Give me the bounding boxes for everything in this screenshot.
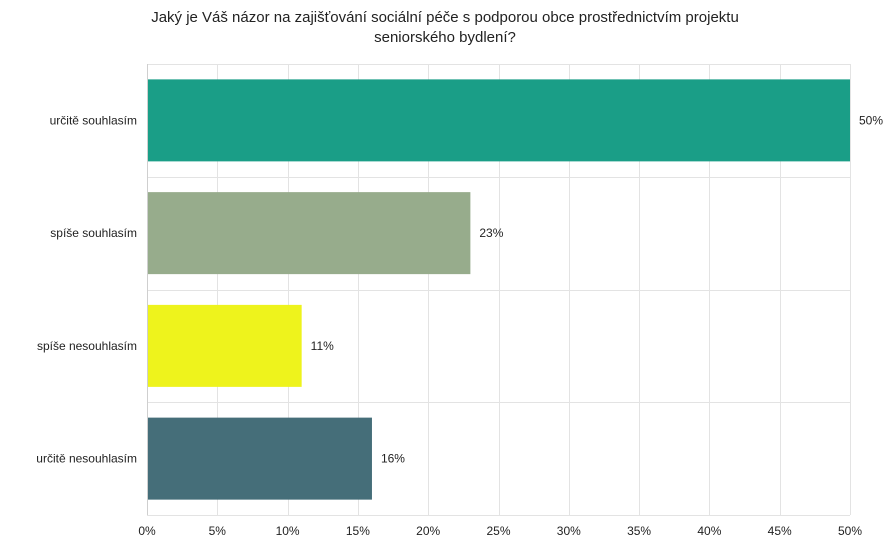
category-label: určitě nesouhlasím [36,452,137,466]
x-tick-label: 35% [627,524,651,538]
x-tick-label: 15% [346,524,370,538]
data-label: 50% [859,113,883,127]
x-tick-label: 50% [838,524,862,538]
bar-0 [147,79,850,162]
data-label: 16% [381,452,405,466]
category-label: spíše souhlasím [50,226,137,240]
bar-3 [147,417,372,500]
bar-2 [147,304,302,387]
data-label: 11% [311,339,334,353]
category-label: určitě souhlasím [50,113,137,127]
x-tick-label: 45% [768,524,792,538]
chart-title-line-2: seniorského bydlení? [374,29,516,46]
x-tick-label: 25% [486,524,510,538]
x-axis-ticks: 0% 5% 10% 15% 20% 25% 30% 35% 40% 45% 50% [138,524,862,538]
x-tick-label: 5% [209,524,227,538]
bars: určitě souhlasím 50% spíše souhlasím 23% spí… [36,79,883,500]
x-tick-label: 20% [416,524,440,538]
category-label: spíše nesouhlasím [37,339,137,353]
data-label: 23% [479,226,503,240]
x-tick-label: 30% [557,524,581,538]
x-tick-label: 10% [276,524,300,538]
x-tick-label: 40% [697,524,721,538]
x-tick-label: 0% [138,524,156,538]
chart-title-line-1: Jaký je Váš názor na zajišťování sociáln… [151,9,739,26]
bar-1 [147,192,471,275]
chart-title: Jaký je Váš názor na zajišťování sociáln… [0,8,890,48]
